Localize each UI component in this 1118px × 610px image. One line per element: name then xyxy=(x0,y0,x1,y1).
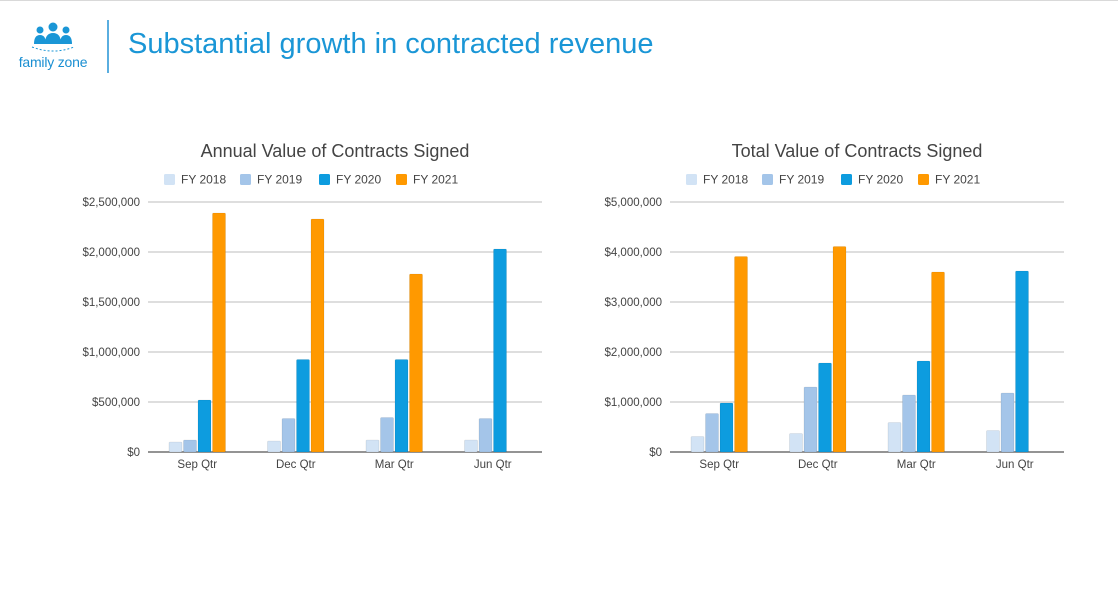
legend-label-fy-2021: FY 2021 xyxy=(413,173,458,187)
annual-value-chart-svg: Annual Value of Contracts Signed FY 2018 F… xyxy=(82,141,542,471)
chart-title: Total Value of Contracts Signed xyxy=(732,141,983,161)
bar-fy-2020-mar-qtr xyxy=(916,360,931,453)
legend-swatch-fy-2020 xyxy=(841,174,852,185)
page-title: Substantial growth in contracted revenue xyxy=(128,28,654,60)
x-tick-label-dec-qtr: Dec Qtr xyxy=(276,459,316,471)
bar-fy-2018-sep-qtr xyxy=(690,436,705,453)
bar-fy-2018-dec-qtr xyxy=(789,433,803,453)
chart-title: Annual Value of Contracts Signed xyxy=(201,141,470,161)
bar-fy-2018-mar-qtr xyxy=(887,422,902,453)
legend-label-fy-2018: FY 2018 xyxy=(703,173,748,187)
legend-label-fy-2019: FY 2019 xyxy=(779,173,824,187)
bar-fy-2021-dec-qtr xyxy=(832,246,847,453)
x-tick-label-jun-qtr: Jun Qtr xyxy=(474,459,512,471)
x-tick-label-jun-qtr: Jun Qtr xyxy=(996,459,1034,471)
legend-swatch-fy-2021 xyxy=(918,174,929,185)
x-tick-label-mar-qtr: Mar Qtr xyxy=(375,459,414,471)
legend-label-fy-2021: FY 2021 xyxy=(935,173,980,187)
y-tick-label: $1,500,000 xyxy=(82,297,140,309)
bar-fy-2018-mar-qtr xyxy=(365,439,380,453)
family-zone-logo: family zone xyxy=(14,22,92,74)
x-tick-label-sep-qtr: Sep Qtr xyxy=(699,459,739,471)
bar-fy-2018-dec-qtr xyxy=(267,440,281,453)
bar-fy-2019-mar-qtr xyxy=(902,394,916,453)
family-people-icon xyxy=(31,22,75,52)
annual-value-chart: Annual Value of Contracts Signed FY 2018 F… xyxy=(40,130,560,480)
bar-fy-2019-sep-qtr xyxy=(705,413,719,453)
bar-fy-2019-mar-qtr xyxy=(380,417,394,453)
y-tick-label: $1,000,000 xyxy=(82,347,140,359)
bar-fy-2021-mar-qtr xyxy=(931,271,945,453)
bar-fy-2020-sep-qtr xyxy=(197,399,212,453)
legend-label-fy-2020: FY 2020 xyxy=(858,173,903,187)
legend-swatch-fy-2021 xyxy=(396,174,407,185)
bar-fy-2019-dec-qtr xyxy=(803,386,818,453)
y-tick-label: $4,000,000 xyxy=(604,247,662,259)
bar-fy-2021-mar-qtr xyxy=(409,273,423,453)
y-tick-label: $1,000,000 xyxy=(604,397,662,409)
bar-fy-2020-dec-qtr xyxy=(296,359,310,453)
bar-fy-2018-sep-qtr xyxy=(168,441,183,453)
legend-swatch-fy-2020 xyxy=(319,174,330,185)
legend-swatch-fy-2018 xyxy=(164,174,175,185)
y-tick-label: $0 xyxy=(127,447,140,459)
bar-fy-2019-sep-qtr xyxy=(183,439,197,453)
bar-fy-2019-jun-qtr xyxy=(478,418,493,453)
legend-swatch-fy-2019 xyxy=(240,174,251,185)
bar-fy-2019-dec-qtr xyxy=(281,418,296,453)
y-tick-label: $2,000,000 xyxy=(82,247,140,259)
legend-label-fy-2020: FY 2020 xyxy=(336,173,381,187)
legend-label-fy-2019: FY 2019 xyxy=(257,173,302,187)
y-tick-label: $500,000 xyxy=(92,397,140,409)
header-divider xyxy=(107,20,109,73)
bar-fy-2020-jun-qtr xyxy=(1015,270,1029,453)
x-tick-label-sep-qtr: Sep Qtr xyxy=(177,459,217,471)
y-tick-label: $5,000,000 xyxy=(604,197,662,209)
bar-fy-2021-sep-qtr xyxy=(734,256,748,453)
bar-fy-2021-sep-qtr xyxy=(212,212,226,453)
y-tick-label: $2,500,000 xyxy=(82,197,140,209)
bar-fy-2018-jun-qtr xyxy=(464,439,478,453)
bar-fy-2020-jun-qtr xyxy=(493,248,507,453)
legend-swatch-fy-2018 xyxy=(686,174,697,185)
legend-label-fy-2018: FY 2018 xyxy=(181,173,226,187)
x-tick-label-dec-qtr: Dec Qtr xyxy=(798,459,838,471)
bar-fy-2019-jun-qtr xyxy=(1000,392,1015,453)
x-tick-label-mar-qtr: Mar Qtr xyxy=(897,459,936,471)
y-tick-label: $2,000,000 xyxy=(604,347,662,359)
logo-text: family zone xyxy=(18,54,88,70)
bar-fy-2021-dec-qtr xyxy=(310,218,325,453)
bar-fy-2018-jun-qtr xyxy=(986,430,1000,453)
legend-swatch-fy-2019 xyxy=(762,174,773,185)
bar-fy-2020-dec-qtr xyxy=(818,362,832,453)
total-value-chart-svg: Total Value of Contracts Signed FY 2018 FY… xyxy=(604,141,1064,471)
y-tick-label: $3,000,000 xyxy=(604,297,662,309)
total-value-chart: Total Value of Contracts Signed FY 2018 FY… xyxy=(562,130,1082,480)
bar-fy-2020-sep-qtr xyxy=(719,402,734,453)
y-tick-label: $0 xyxy=(649,447,662,459)
top-rule xyxy=(0,0,1118,1)
bar-fy-2020-mar-qtr xyxy=(394,359,409,453)
